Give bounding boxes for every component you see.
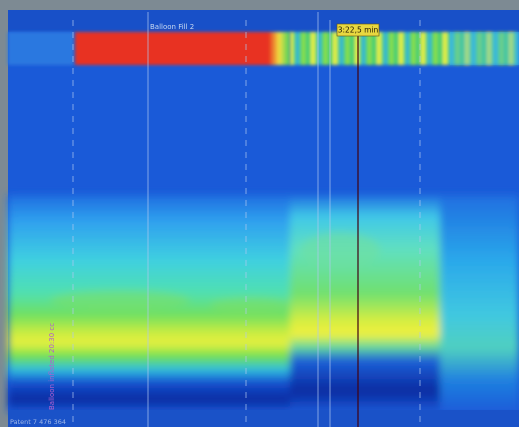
time-badge [336,23,380,37]
patent-label: Patent 7 476 364 [10,418,66,426]
fill-strip [8,32,519,65]
side-label: Balloon inflated 20:30 cc [48,323,56,410]
bottom-band [8,410,519,427]
spectrogram [8,195,519,413]
top-band [8,10,519,32]
marker-lines [72,12,421,427]
fill-label: Balloon Fill 2 [150,23,194,31]
time-label: 3:22,5 min [338,26,379,35]
